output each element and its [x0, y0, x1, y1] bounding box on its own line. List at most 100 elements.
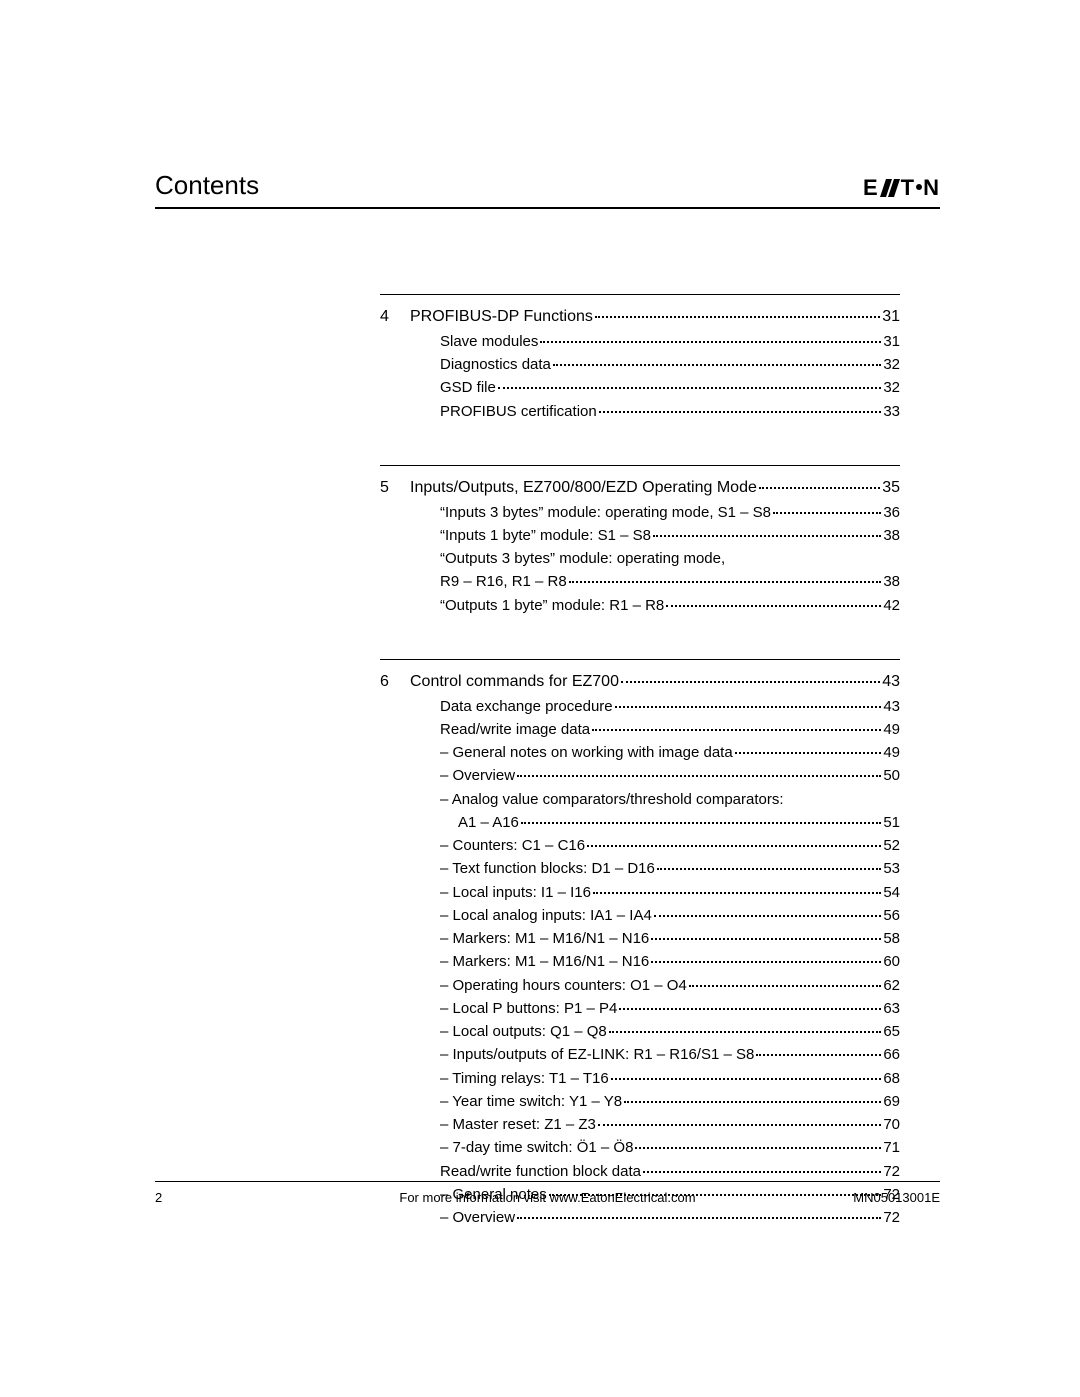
- toc-entry: Year time switch: Y1 – Y8 69: [380, 1090, 900, 1113]
- leader-dots: [598, 1114, 881, 1126]
- toc-page-number: 60: [883, 950, 900, 973]
- toc-page-number: 38: [883, 524, 900, 547]
- leader-dots: [653, 525, 881, 537]
- toc-section-head: 5Inputs/Outputs, EZ700/800/EZD Operating…: [380, 476, 900, 501]
- toc-entry-text: “Outputs 3 bytes” module: operating mode…: [440, 547, 725, 570]
- toc-page-number: 53: [883, 857, 900, 880]
- leader-dots: [517, 765, 881, 777]
- leader-dots: [651, 928, 881, 940]
- toc-page-number: 56: [883, 904, 900, 927]
- toc-page-number: 50: [883, 764, 900, 787]
- leader-dots: [592, 719, 881, 731]
- toc-entry: General notes on working with image data…: [380, 741, 900, 764]
- leader-dots: [611, 1068, 882, 1080]
- toc-entry: PROFIBUS certification33: [380, 400, 900, 423]
- section-number: 6: [380, 670, 410, 695]
- toc-entry: Slave modules31: [380, 330, 900, 353]
- toc-entry-text: Diagnostics data: [440, 353, 551, 376]
- toc-entry-text: Overview: [440, 764, 515, 787]
- toc-page-number: 68: [883, 1067, 900, 1090]
- leader-dots: [517, 1207, 881, 1219]
- toc-entry: Local P buttons: P1 – P4 63: [380, 997, 900, 1020]
- toc-entry-text: A1 – A16: [458, 811, 519, 834]
- leader-dots: [540, 331, 881, 343]
- toc-entry: “Inputs 3 bytes” module: operating mode,…: [380, 501, 900, 524]
- toc-page-number: 65: [883, 1020, 900, 1043]
- toc-section: 6Control commands for EZ700 43Data exchan…: [380, 659, 900, 1230]
- section-number: 5: [380, 476, 410, 501]
- toc-entry-text: Inputs/Outputs, EZ700/800/EZD Operating …: [410, 476, 757, 501]
- toc-entry: Counters: C1 – C16 52: [380, 834, 900, 857]
- toc-page-number: 71: [883, 1136, 900, 1159]
- toc-page-number: 72: [883, 1160, 900, 1183]
- toc-page-number: 66: [883, 1043, 900, 1066]
- toc-entry-text: R9 – R16, R1 – R8: [440, 570, 567, 593]
- leader-dots: [593, 882, 881, 894]
- toc-entry-text: PROFIBUS-DP Functions: [410, 305, 593, 330]
- leader-dots: [654, 905, 881, 917]
- toc-page-number: 63: [883, 997, 900, 1020]
- toc-entry: Operating hours counters: O1 – O462: [380, 974, 900, 997]
- leader-dots: [569, 571, 882, 583]
- toc-section: 4PROFIBUS-DP Functions31Slave modules31D…: [380, 294, 900, 423]
- toc-page-number: 72: [883, 1206, 900, 1229]
- logo-glyph-icon: [880, 179, 900, 197]
- toc-page-number: 43: [882, 670, 900, 695]
- leader-dots: [759, 476, 880, 489]
- toc-entry-text: Year time switch: Y1 – Y8: [440, 1090, 622, 1113]
- toc-entry-text: Read/write image data: [440, 718, 590, 741]
- toc-entry-text: “Outputs 1 byte” module: R1 – R8: [440, 594, 664, 617]
- toc-entry-text: Read/write function block data: [440, 1160, 641, 1183]
- toc-entry: Local outputs: Q1 – Q8 65: [380, 1020, 900, 1043]
- logo-letter: T: [901, 175, 915, 201]
- leader-dots: [735, 742, 882, 754]
- leader-dots: [619, 998, 881, 1010]
- toc-entry-text: Overview: [440, 1206, 515, 1229]
- toc-entry: Read/write image data49: [380, 718, 900, 741]
- toc-page-number: 32: [883, 376, 900, 399]
- toc-entry: “Outputs 1 byte” module: R1 – R842: [380, 594, 900, 617]
- leader-dots: [624, 1091, 881, 1103]
- leader-dots: [643, 1161, 881, 1173]
- footer-page-number: 2: [155, 1190, 162, 1205]
- toc-section: 5Inputs/Outputs, EZ700/800/EZD Operating…: [380, 465, 900, 617]
- leader-dots: [553, 354, 881, 366]
- toc-page-number: 32: [883, 353, 900, 376]
- toc-page-number: 33: [883, 400, 900, 423]
- toc-entry-text: Slave modules: [440, 330, 538, 353]
- leader-dots: [587, 835, 881, 847]
- toc-entry: Markers: M1 – M16/N1 – N1658: [380, 927, 900, 950]
- toc-entry: Data exchange procedure43: [380, 695, 900, 718]
- page: Contents E T N 4PROFIBUS-DP Functions31S…: [0, 0, 1080, 1397]
- section-number: 4: [380, 305, 410, 330]
- toc-page-number: 52: [883, 834, 900, 857]
- leader-dots: [599, 401, 882, 413]
- footer-center-text: For more information visit www.EatonElec…: [155, 1190, 940, 1205]
- toc-entry-text: Control commands for EZ700: [410, 670, 619, 695]
- leader-dots: [609, 1021, 882, 1033]
- toc-entry-text: Local inputs: I1 – I16: [440, 881, 591, 904]
- toc-entry-text: “Inputs 3 bytes” module: operating mode,…: [440, 501, 771, 524]
- toc-page-number: 49: [883, 741, 900, 764]
- toc-entry: Read/write function block data 72: [380, 1160, 900, 1183]
- footer-doc-number: MN05013001E: [853, 1190, 940, 1205]
- toc-page-number: 62: [883, 974, 900, 997]
- page-header: Contents E T N: [155, 170, 940, 209]
- toc-entry: A1 – A1651: [380, 811, 900, 834]
- toc-entry-text: “Inputs 1 byte” module: S1 – S8: [440, 524, 651, 547]
- leader-dots: [621, 670, 880, 683]
- toc-section-head: 6Control commands for EZ700 43: [380, 670, 900, 695]
- toc-entry-text: Text function blocks: D1 – D16: [440, 857, 655, 880]
- toc-entry-text: 7-day time switch: Ö1 – Ö8: [440, 1136, 633, 1159]
- toc-entry: Local analog inputs: IA1 – IA456: [380, 904, 900, 927]
- toc-page-number: 38: [883, 570, 900, 593]
- toc-entry-text: Analog value comparators/threshold compa…: [440, 788, 784, 811]
- toc-entry-text: Local outputs: Q1 – Q8: [440, 1020, 607, 1043]
- eaton-logo: E T N: [863, 175, 940, 201]
- toc-entry-text: Counters: C1 – C16: [440, 834, 585, 857]
- toc-page-number: 70: [883, 1113, 900, 1136]
- toc-page-number: 54: [883, 881, 900, 904]
- toc-entry: Overview 50: [380, 764, 900, 787]
- toc-page-number: 69: [883, 1090, 900, 1113]
- toc-entry-text: Local P buttons: P1 – P4: [440, 997, 617, 1020]
